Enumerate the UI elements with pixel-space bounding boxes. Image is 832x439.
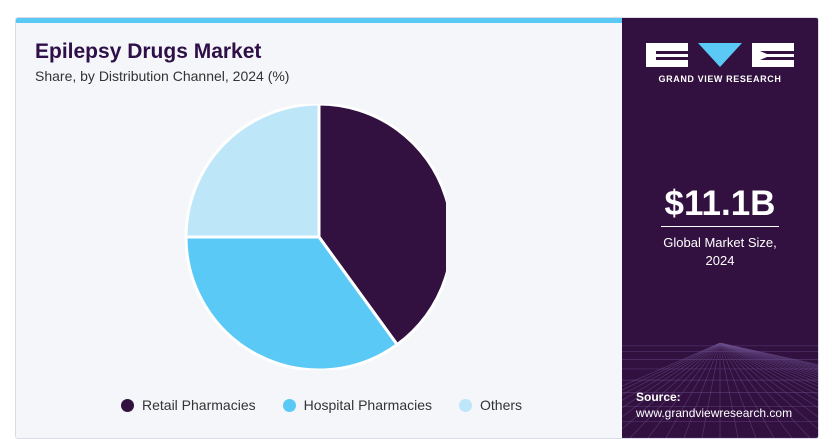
- chart-title: Epilepsy Drugs Market: [35, 40, 262, 63]
- legend-item-others: Others: [459, 397, 522, 413]
- infographic-card: Epilepsy Drugs Market Share, by Distribu…: [15, 17, 819, 439]
- legend-label-hospital: Hospital Pharmacies: [303, 397, 432, 413]
- pie-chart: [184, 104, 446, 370]
- legend-item-retail: Retail Pharmacies: [121, 397, 256, 413]
- legend-label-retail: Retail Pharmacies: [142, 397, 256, 413]
- source-label: Source:: [636, 390, 681, 404]
- chart-legend: Retail Pharmacies Hospital Pharmacies Ot…: [121, 397, 549, 413]
- info-sidebar: GRAND VIEW RESEARCH $11.1B Global Market…: [622, 18, 818, 438]
- market-size-label: Global Market Size, 2024: [622, 234, 818, 270]
- legend-item-hospital: Hospital Pharmacies: [282, 397, 432, 413]
- divider: [661, 226, 779, 227]
- pie-slice-hospital: [184, 235, 399, 370]
- legend-swatch-retail: [121, 398, 134, 412]
- chart-panel: Epilepsy Drugs Market Share, by Distribu…: [16, 18, 622, 438]
- decorative-grid: [622, 343, 818, 438]
- market-size-value: $11.1B: [664, 184, 776, 223]
- brand-name: GRAND VIEW RESEARCH: [658, 74, 782, 84]
- pie-slice-others: [184, 104, 321, 239]
- grand-view-research-logo: [646, 43, 794, 67]
- chart-subtitle: Share, by Distribution Channel, 2024 (%): [35, 68, 290, 84]
- source-link[interactable]: www.grandviewresearch.com: [636, 406, 793, 420]
- market-size-label-line1: Global Market Size,: [663, 235, 777, 250]
- market-size-label-line2: 2024: [705, 253, 735, 268]
- legend-swatch-hospital: [282, 398, 296, 412]
- legend-swatch-others: [459, 398, 472, 412]
- legend-label-others: Others: [480, 397, 523, 413]
- accent-bar: [16, 18, 622, 23]
- pie-slice-retail: [317, 104, 446, 347]
